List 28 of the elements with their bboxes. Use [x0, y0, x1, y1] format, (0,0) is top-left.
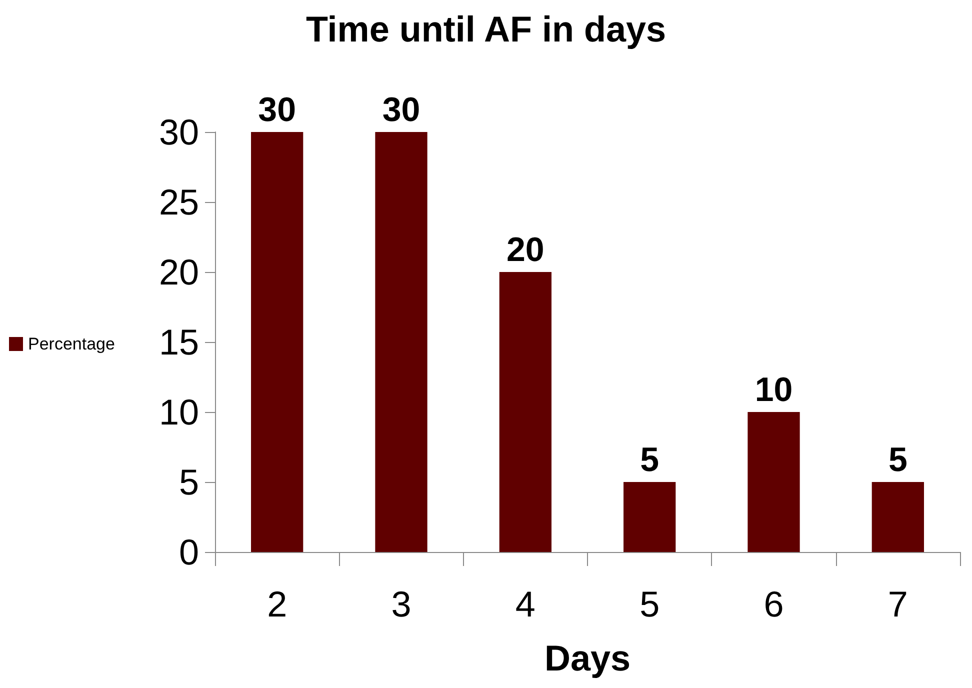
bar — [872, 482, 924, 552]
y-tick-label: 15 — [158, 322, 199, 362]
x-tick-label: 6 — [764, 584, 784, 624]
bar — [499, 272, 552, 552]
bar — [251, 132, 304, 552]
x-tick-label: 3 — [391, 584, 412, 624]
data-label: 30 — [258, 91, 296, 129]
y-tick-label: 5 — [178, 462, 199, 502]
bar — [624, 482, 676, 552]
x-tick-label: 4 — [515, 584, 536, 624]
data-label: 20 — [506, 231, 544, 269]
data-label: 30 — [382, 91, 420, 129]
bar — [748, 412, 800, 552]
y-tick-label: 25 — [158, 182, 199, 222]
data-label: 10 — [754, 371, 793, 409]
legend-label: Percentage — [28, 334, 115, 354]
bar — [375, 132, 428, 552]
data-label: 5 — [640, 441, 660, 479]
y-tick-label: 0 — [178, 532, 199, 572]
y-tick-label: 30 — [158, 112, 199, 152]
x-tick-label: 5 — [640, 584, 660, 624]
data-label: 5 — [888, 441, 908, 479]
y-tick-label: 20 — [158, 252, 199, 292]
x-tick-label: 2 — [267, 584, 288, 624]
x-axis-title: Days — [544, 638, 631, 678]
x-tick-label: 7 — [888, 584, 908, 624]
chart-title: Time until AF in days — [306, 8, 666, 50]
y-tick-label: 10 — [158, 392, 199, 432]
